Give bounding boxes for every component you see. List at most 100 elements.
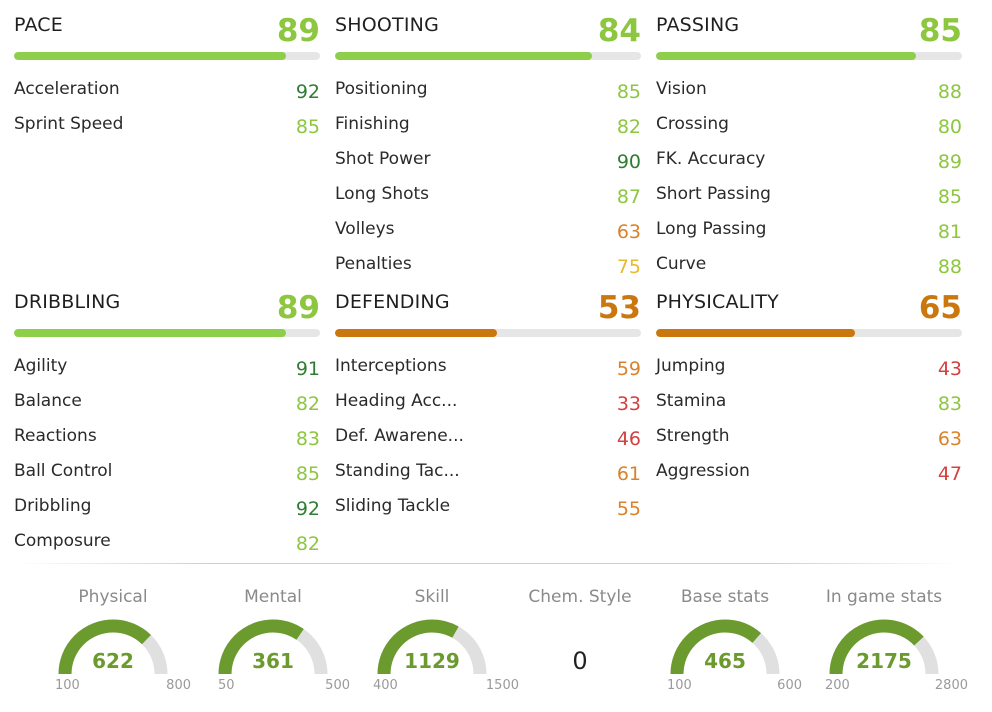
stat-row: Penalties 75	[335, 251, 641, 286]
gauge-arc	[218, 619, 328, 674]
stat-value: 83	[937, 393, 962, 415]
stat-label: Heading Acc...	[335, 391, 458, 411]
stat-value: 47	[937, 463, 962, 485]
stat-row: Dribbling 92	[14, 493, 320, 528]
gauge-mental: Mental 361 50 500	[198, 585, 350, 700]
stat-label: Ball Control	[14, 461, 113, 481]
stat-value: 83	[295, 428, 320, 450]
category-rating: 65	[918, 290, 962, 326]
stat-row: Aggression 47	[656, 458, 962, 493]
stat-row: Acceleration 92	[14, 76, 320, 111]
gauge-arc	[670, 619, 780, 674]
stat-value: 85	[295, 116, 320, 138]
category-header: DRIBBLING 89	[14, 281, 320, 339]
stat-value: 82	[616, 116, 641, 138]
stat-row: Curve 88	[656, 251, 962, 286]
rating-bar	[14, 52, 320, 60]
gauge-value: 622	[92, 649, 134, 673]
stat-label: Strength	[656, 426, 730, 446]
stat-value: 46	[616, 428, 641, 450]
stat-label: Penalties	[335, 254, 412, 274]
gauge-arc	[58, 619, 168, 674]
stat-value: 63	[616, 221, 641, 243]
stat-value: 92	[295, 81, 320, 103]
gauge-max: 500	[325, 678, 350, 693]
stat-label: Vision	[656, 79, 707, 99]
stat-row: Ball Control 85	[14, 458, 320, 493]
rating-bar	[656, 329, 962, 337]
gauge-arc	[377, 619, 487, 674]
category-title: PHYSICALITY	[656, 291, 779, 313]
stat-row: Long Passing 81	[656, 216, 962, 251]
category-title: PACE	[14, 14, 63, 36]
stat-label: Sprint Speed	[14, 114, 124, 134]
stat-value: 87	[616, 186, 641, 208]
category-title: PASSING	[656, 14, 740, 36]
gauge-arc	[829, 619, 939, 674]
rating-bar	[656, 52, 962, 60]
stat-value: 80	[937, 116, 962, 138]
gauge-min: 200	[825, 678, 850, 693]
stat-row: Stamina 83	[656, 388, 962, 423]
stat-row: Sprint Speed 85	[14, 111, 320, 146]
stat-value: 85	[616, 81, 641, 103]
stat-list: Agility 91 Balance 82 Reactions 83 Ball Contro…	[14, 353, 320, 563]
rating-bar-fill	[656, 52, 917, 60]
stat-row: Agility 91	[14, 353, 320, 388]
stat-value: 61	[616, 463, 641, 485]
stat-label: Long Passing	[656, 219, 767, 239]
category-rating: 85	[918, 13, 962, 49]
gauge-max: 1500	[485, 678, 519, 693]
gauge-value: 361	[252, 649, 294, 673]
stat-value: 88	[937, 256, 962, 278]
stat-row: Balance 82	[14, 388, 320, 423]
stat-label: Def. Awarene...	[335, 426, 464, 446]
rating-bar	[14, 329, 320, 337]
stat-label: Sliding Tackle	[335, 496, 451, 516]
stat-label: Finishing	[335, 114, 410, 134]
stat-row: Standing Tac... 61	[335, 458, 641, 493]
stat-row: Jumping 43	[656, 353, 962, 388]
gauge-label: In game stats	[825, 587, 943, 607]
stat-value: 33	[616, 393, 641, 415]
stat-value: 59	[616, 358, 641, 380]
stat-value: 88	[937, 81, 962, 103]
stat-label: Standing Tac...	[335, 461, 460, 481]
stat-label: Volleys	[335, 219, 395, 239]
chem-style: Chem. Style 0	[505, 585, 655, 700]
rating-bar-fill	[335, 52, 593, 60]
rating-bar	[335, 52, 641, 60]
stat-label: Crossing	[656, 114, 729, 134]
rating-bar	[335, 329, 641, 337]
stat-label: Dribbling	[14, 496, 92, 516]
category-rating: 53	[597, 290, 641, 326]
gauge-value: 2175	[856, 649, 912, 673]
stat-row: Strength 63	[656, 423, 962, 458]
stat-value: 82	[295, 393, 320, 415]
category-header: PASSING 85	[656, 4, 962, 62]
stat-value: 85	[937, 186, 962, 208]
stat-value: 90	[616, 151, 641, 173]
stat-row: FK. Accuracy 89	[656, 146, 962, 181]
gauge-label: Physical	[78, 587, 148, 607]
stat-label: Curve	[656, 254, 707, 274]
stat-label: Aggression	[656, 461, 750, 481]
gauge-max: 600	[777, 678, 802, 693]
stat-label: Balance	[14, 391, 82, 411]
stat-label: Interceptions	[335, 356, 447, 376]
stat-row: Interceptions 59	[335, 353, 641, 388]
stat-label: Agility	[14, 356, 68, 376]
gauge-label: Skill	[414, 587, 450, 607]
category-rating: 84	[597, 13, 641, 49]
stat-value: 81	[937, 221, 962, 243]
gauge-base-stats: Base stats 465 100 600	[650, 585, 802, 700]
category-header: PHYSICALITY 65	[656, 281, 962, 339]
category-header: SHOOTING 84	[335, 4, 641, 62]
rating-bar-fill	[14, 329, 287, 337]
stat-label: Short Passing	[656, 184, 771, 204]
stat-list: Interceptions 59 Heading Acc... 33 Def. Awar…	[335, 353, 641, 528]
stat-label: Stamina	[656, 391, 727, 411]
chem-style-label: Chem. Style	[528, 587, 632, 607]
category-header: DEFENDING 53	[335, 281, 641, 339]
stat-list: Positioning 85 Finishing 82 Shot Power 90 Long…	[335, 76, 641, 286]
